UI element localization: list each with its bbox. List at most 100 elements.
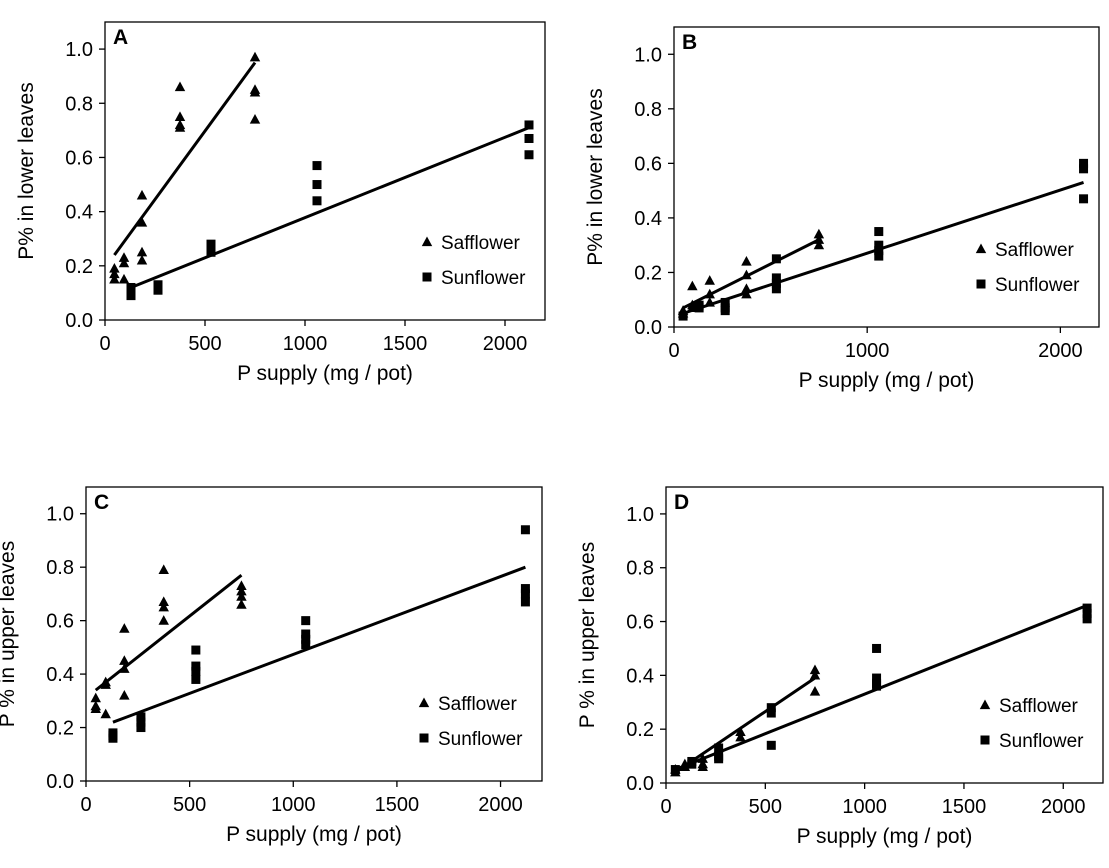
y-axis-label: P% in lower leaves (15, 82, 38, 259)
legend-marker (975, 243, 987, 254)
data-point (153, 285, 163, 295)
x-tick-label: 0 (668, 340, 679, 362)
y-tick-label: 0.6 (46, 611, 74, 633)
data-point (520, 597, 530, 607)
data-point (158, 615, 169, 625)
y-tick-label: 0.8 (65, 93, 93, 115)
data-point (119, 689, 130, 700)
y-axis-label: P% in lower leaves (584, 88, 607, 265)
data-point (524, 120, 534, 130)
y-tick-label: 0.6 (634, 153, 662, 175)
data-point (741, 269, 752, 280)
data-point (109, 273, 120, 284)
legend-marker (980, 735, 990, 745)
y-tick-label: 0.4 (65, 202, 93, 224)
data-point (524, 133, 534, 143)
data-point (119, 655, 130, 665)
x-tick-label: 500 (188, 333, 221, 355)
plot-frame (665, 486, 1104, 784)
x-tick-label: 1000 (283, 333, 328, 355)
data-point (100, 679, 111, 689)
legend: Safflower Sunflower (421, 233, 526, 289)
data-point (813, 239, 825, 250)
legend: Safflower Sunflower (418, 694, 523, 750)
chart-panel-a: 0.0 0.2 0.4 0.6 0.8 1.0 0 500 1000 1500 2000 P supp… (15, 21, 546, 385)
y-tick-label: 0.6 (626, 612, 654, 634)
data-point (1079, 194, 1089, 204)
data-point (108, 733, 118, 743)
data-point (771, 273, 781, 283)
data-point (813, 234, 825, 244)
data-point (118, 257, 130, 268)
legend-marker (976, 279, 986, 289)
data-point (720, 297, 730, 307)
x-tick-label: 0 (660, 796, 671, 818)
data-point (813, 228, 825, 239)
series-sunflower (126, 120, 534, 301)
data-point (714, 754, 724, 764)
data-point (809, 664, 821, 675)
legend-label: Safflower (995, 240, 1075, 261)
x-tick-label: 1500 (383, 333, 428, 355)
legend: Safflower Sunflower (975, 240, 1080, 296)
legend-marker (421, 236, 433, 247)
data-point (236, 591, 247, 601)
y-tick-label: 0.0 (65, 310, 93, 332)
data-point (697, 761, 708, 771)
data-point (109, 263, 120, 273)
data-point (109, 268, 120, 279)
data-point (1082, 614, 1092, 624)
data-point (1082, 603, 1092, 613)
data-point (766, 703, 776, 713)
data-point (694, 303, 704, 313)
data-point (520, 525, 530, 535)
y-tick-label: 0.4 (634, 208, 662, 230)
data-point (136, 246, 148, 257)
data-point (136, 254, 148, 265)
data-point (714, 743, 724, 753)
data-point (158, 601, 169, 612)
data-point (1079, 164, 1089, 174)
data-point (670, 765, 680, 775)
data-point (126, 291, 136, 301)
y-tick-label: 1.0 (626, 504, 654, 526)
series-sunflower (670, 603, 1092, 775)
x-axis-label: P supply (mg / pot) (237, 362, 413, 385)
x-axis-label: P supply (mg / pot) (226, 823, 402, 846)
panel-label: D (674, 491, 689, 514)
legend-label: Sunflower (438, 729, 523, 750)
data-point (301, 629, 311, 639)
data-point (874, 227, 884, 237)
data-point (520, 589, 530, 599)
data-point (118, 252, 130, 262)
x-tick-label: 1500 (375, 794, 420, 816)
x-tick-label: 500 (173, 794, 206, 816)
y-tick-label: 0.4 (626, 665, 654, 687)
data-point (249, 86, 261, 97)
data-point (741, 256, 752, 266)
data-point (704, 275, 715, 285)
plot-frame (104, 21, 546, 321)
legend-label: Sunflower (995, 275, 1080, 296)
data-point (158, 596, 169, 607)
y-tick-label: 0.2 (626, 719, 654, 741)
x-tick-label: 0 (80, 794, 91, 816)
data-point (136, 216, 148, 227)
data-point (687, 759, 697, 769)
legend-label: Safflower (441, 233, 521, 254)
fit-line (130, 126, 530, 289)
data-point (720, 306, 730, 316)
data-point (874, 246, 884, 256)
data-point (174, 111, 186, 121)
x-axis-label: P supply (mg / pot) (797, 825, 973, 848)
y-tick-label: 0.0 (46, 771, 74, 793)
data-point (872, 673, 882, 683)
data-point (809, 669, 821, 680)
data-point (136, 189, 148, 200)
data-point (206, 247, 216, 257)
series-safflower (109, 51, 261, 284)
x-tick-label: 2000 (1041, 796, 1086, 818)
data-point (312, 196, 322, 206)
series-sunflower (108, 525, 530, 743)
data-point (100, 708, 111, 719)
